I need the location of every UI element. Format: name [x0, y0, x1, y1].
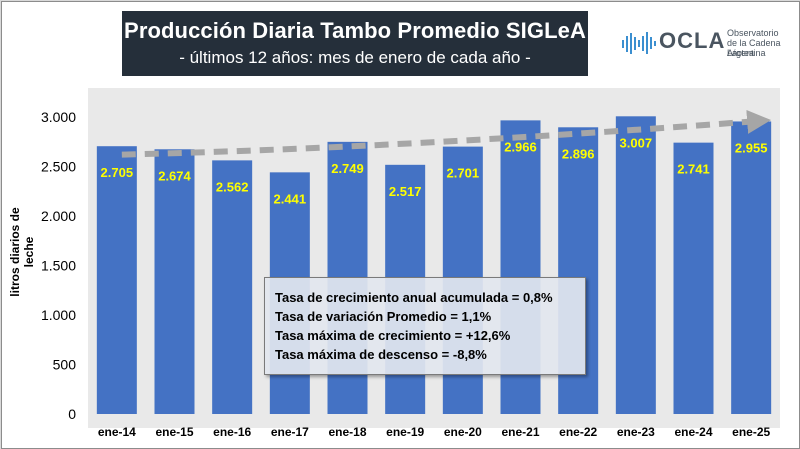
- logo-text-line2: de la Cadena Láctea: [727, 38, 781, 58]
- bar: [96, 146, 137, 414]
- x-tick-label: ene-25: [732, 425, 770, 439]
- title-banner: Producción Diaria Tambo Promedio SIGLeA …: [122, 11, 588, 76]
- bar: [212, 160, 253, 414]
- chart-title: Producción Diaria Tambo Promedio SIGLeA: [124, 18, 586, 43]
- bar-value-label: 2.701: [447, 166, 480, 181]
- bar: [731, 121, 772, 414]
- x-tick-label: ene-24: [674, 425, 712, 439]
- logo-text-line3: Argentina: [727, 48, 766, 58]
- chart-subtitle: - últimos 12 años: mes de enero de cada …: [179, 48, 531, 67]
- bar-value-label: 2.741: [677, 162, 710, 177]
- stats-line-max-growth: Tasa máxima de crecimiento = +12,6%: [275, 328, 511, 343]
- x-tick-label: ene-16: [213, 425, 251, 439]
- bar-value-label: 2.966: [504, 139, 537, 154]
- y-tick-label: 1.000: [41, 307, 76, 323]
- y-tick-label: 0: [68, 406, 76, 422]
- ocla-logo: OCLA Observatorio de la Cadena Láctea Ar…: [621, 22, 791, 70]
- x-tick-label: ene-21: [501, 425, 539, 439]
- stats-line-growth: Tasa de crecimiento anual acumulada = 0,…: [275, 290, 553, 305]
- stats-box: Tasa de crecimiento anual acumulada = 0,…: [264, 277, 586, 375]
- bar-value-label: 2.955: [735, 140, 768, 155]
- bar-value-label: 2.674: [158, 168, 191, 183]
- bar-value-label: 2.517: [389, 184, 422, 199]
- ocla-wave-icon: [622, 32, 656, 54]
- bar-value-label: 3.007: [620, 135, 653, 150]
- x-tick-label: ene-19: [386, 425, 424, 439]
- x-tick-label: ene-22: [559, 425, 597, 439]
- bar-value-label: 2.896: [562, 146, 595, 161]
- bar-value-label: 2.705: [101, 165, 134, 180]
- y-tick-label: 2.500: [41, 159, 76, 175]
- bar-value-label: 2.749: [331, 161, 364, 176]
- y-tick-label: 1.500: [41, 258, 76, 274]
- x-tick-label: ene-15: [155, 425, 193, 439]
- y-tick-label: 3.000: [41, 109, 76, 125]
- bar: [615, 116, 656, 414]
- y-tick-label: 2.000: [41, 208, 76, 224]
- x-tick-label: ene-18: [328, 425, 366, 439]
- bar: [673, 142, 714, 415]
- x-tick-label: ene-23: [617, 425, 655, 439]
- bar-value-label: 2.562: [216, 179, 249, 194]
- logo-word: OCLA: [659, 28, 726, 53]
- logo-text-line1: Observatorio: [727, 28, 779, 38]
- bar: [154, 149, 195, 415]
- trend-line: [121, 109, 772, 158]
- x-tick-label: ene-14: [98, 425, 136, 439]
- stats-line-max-decline: Tasa máxima de descenso = -8,8%: [275, 347, 487, 362]
- bar-value-label: 2.441: [274, 191, 307, 206]
- stats-line-average: Tasa de variación Promedio = 1,1%: [275, 309, 492, 324]
- x-tick-label: ene-20: [444, 425, 482, 439]
- y-tick-label: 500: [53, 357, 77, 373]
- x-tick-label: ene-17: [271, 425, 309, 439]
